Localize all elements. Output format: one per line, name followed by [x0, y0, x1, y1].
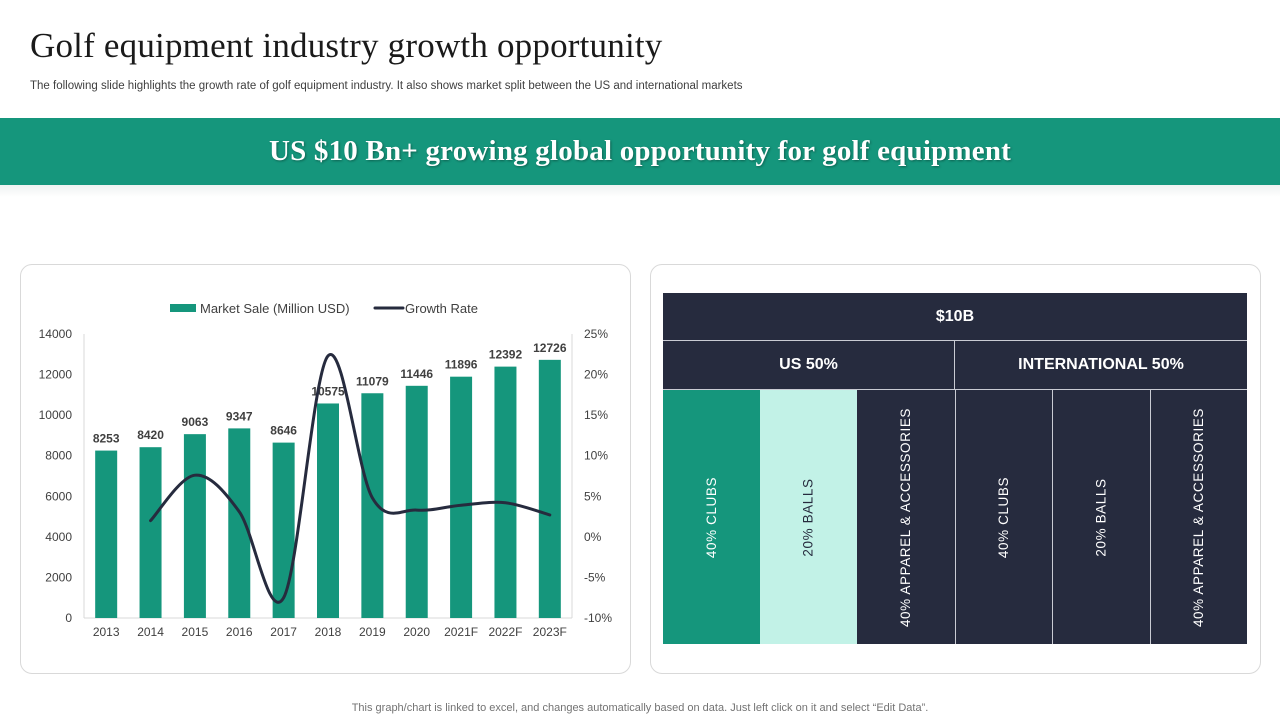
international-clubs-label: 40% CLUBS — [996, 476, 1012, 558]
bar — [272, 442, 295, 618]
y2-tick-label: -10% — [584, 611, 612, 625]
international-balls-label: 20% BALLS — [1093, 477, 1109, 557]
y-axis-right: -10% -5% 0% 5% 10% 15% 20% 25% — [584, 327, 612, 625]
international-share-cell: INTERNATIONAL 50% — [1018, 356, 1184, 373]
x-tick-label: 2019 — [359, 625, 386, 639]
bar — [405, 385, 428, 618]
bar-value-label: 12726 — [533, 341, 567, 355]
bar-series — [95, 359, 561, 618]
x-tick-label: 2013 — [93, 625, 120, 639]
legend-label-growth-rate: Growth Rate — [405, 301, 478, 316]
x-tick-label: 2014 — [137, 625, 164, 639]
x-axis: 2013 2014 2015 2016 2017 2018 2019 2020 2021F 202… — [93, 625, 567, 639]
row-divider — [663, 389, 1247, 390]
y-axis-left: 0 2000 4000 6000 8000 10000 12000 14000 — [39, 327, 73, 625]
y-tick-label: 14000 — [39, 327, 73, 341]
slide-title: Golf equipment industry growth opportuni… — [30, 26, 663, 65]
bar-value-label: 9063 — [182, 415, 209, 429]
x-tick-label: 2017 — [270, 625, 297, 639]
x-tick-label: 2023F — [533, 625, 567, 639]
legend-label-market-sale: Market Sale (Million USD) — [200, 301, 350, 316]
international-apparel-segment: 40% APPAREL & ACCESSORIES — [1150, 390, 1247, 644]
x-tick-label: 2020 — [403, 625, 430, 639]
banner-text: US $10 Bn+ growing global opportunity fo… — [268, 135, 1012, 167]
bar — [361, 393, 384, 618]
chart-legend: Market Sale (Million USD) Growth Rate — [170, 301, 478, 316]
x-tick-label: 2016 — [226, 625, 253, 639]
y-tick-label: 6000 — [45, 489, 72, 503]
y2-tick-label: 25% — [584, 327, 608, 341]
bar-value-label: 9347 — [226, 409, 253, 423]
us-clubs-segment: 40% CLUBS — [663, 390, 760, 644]
us-apparel-segment: 40% APPAREL & ACCESSORIES — [857, 390, 954, 644]
bar — [228, 428, 251, 618]
market-sales-chart[interactable]: Market Sale (Million USD) Growth Rate 0 2… — [20, 264, 631, 674]
bar — [139, 447, 162, 618]
legend-swatch-market-sale — [170, 304, 196, 312]
banner-shadow — [0, 185, 1280, 197]
slide-subtitle: The following slide highlights the growt… — [30, 80, 743, 92]
y-tick-label: 12000 — [39, 368, 73, 382]
us-share-cell: US 50% — [663, 341, 955, 389]
y-tick-label: 2000 — [45, 570, 72, 584]
us-clubs-label: 40% CLUBS — [704, 476, 719, 558]
market-split-table: $10B US 50% INTERNATIONAL 50% 40% CLUBS … — [663, 293, 1247, 644]
bar-value-label: 11079 — [356, 374, 389, 388]
international-balls-segment: 20% BALLS — [1052, 390, 1149, 644]
bar-value-label: 8646 — [270, 424, 297, 438]
x-tick-label: 2022F — [488, 625, 522, 639]
international-apparel-label: 40% APPAREL & ACCESSORIES — [1191, 407, 1207, 627]
y-tick-label: 8000 — [45, 449, 72, 463]
bar-value-label: 8253 — [93, 432, 120, 446]
y2-tick-label: 20% — [584, 368, 608, 382]
x-tick-label: 2018 — [315, 625, 342, 639]
bar — [450, 376, 473, 618]
y2-tick-label: -5% — [584, 570, 606, 584]
bar-value-label: 12392 — [489, 348, 523, 362]
us-apparel-label: 40% APPAREL & ACCESSORIES — [898, 407, 913, 627]
bar-value-label: 11896 — [445, 358, 478, 372]
bar — [183, 434, 206, 618]
international-clubs-segment: 40% CLUBS — [955, 390, 1052, 644]
y-tick-label: 0 — [65, 611, 72, 625]
y2-tick-label: 0% — [584, 530, 602, 544]
growth-rate-line — [149, 353, 552, 604]
us-balls-segment: 20% BALLS — [760, 390, 857, 644]
footer-note: This graph/chart is linked to excel, and… — [351, 702, 929, 714]
x-tick-label: 2021F — [444, 625, 478, 639]
bar — [538, 359, 561, 618]
bar-value-label: 8420 — [137, 428, 164, 442]
y2-tick-label: 10% — [584, 449, 608, 463]
bar — [317, 403, 339, 618]
us-balls-label: 20% BALLS — [800, 477, 816, 557]
y-tick-label: 4000 — [45, 530, 72, 544]
y2-tick-label: 15% — [584, 408, 608, 422]
total-market-cell: $10B — [663, 293, 1247, 341]
bar — [95, 450, 118, 618]
x-tick-label: 2015 — [182, 625, 209, 639]
bar-value-label: 11446 — [400, 367, 433, 381]
y-tick-label: 10000 — [39, 408, 73, 422]
headline-banner: US $10 Bn+ growing global opportunity fo… — [0, 118, 1280, 185]
bar — [494, 366, 517, 618]
y2-tick-label: 5% — [584, 489, 602, 503]
